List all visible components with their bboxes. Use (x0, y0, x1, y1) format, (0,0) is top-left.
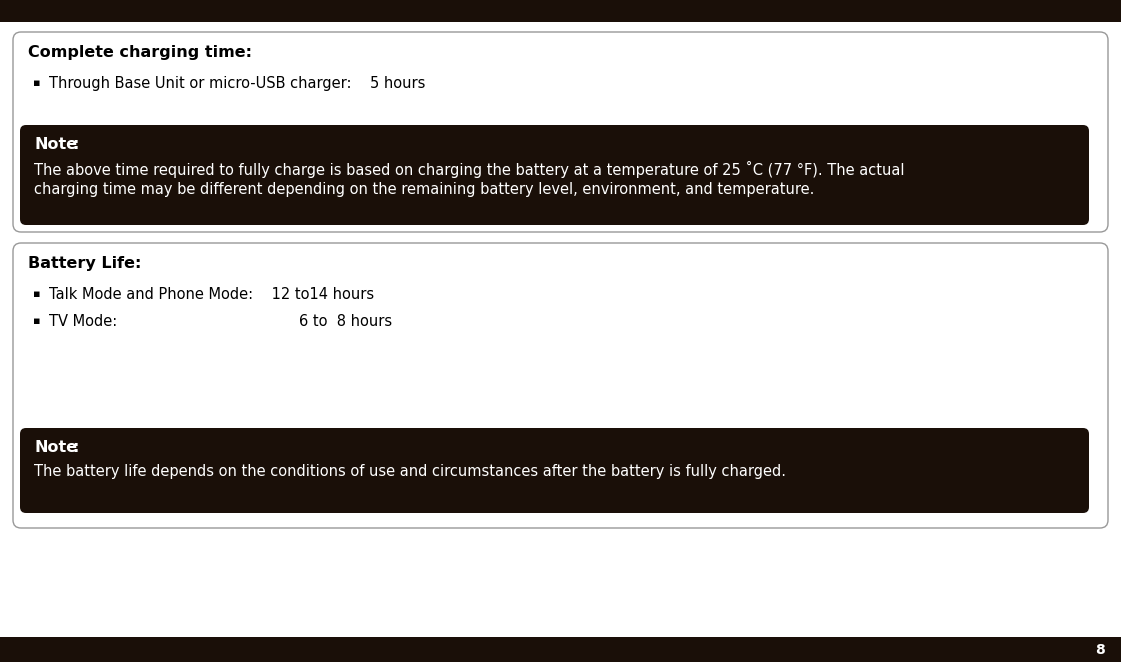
Text: Battery Life:: Battery Life: (28, 256, 141, 271)
Bar (0, 0, 1121, 22)
Text: ▪: ▪ (33, 316, 40, 326)
Text: ▪: ▪ (33, 78, 40, 88)
Text: Talk Mode and Phone Mode:    12 to14 hours: Talk Mode and Phone Mode: 12 to14 hours (49, 287, 374, 302)
Text: charging time may be different depending on the remaining battery level, environ: charging time may be different depending… (34, 182, 814, 197)
Bar (0, 637, 1121, 662)
Text: Complete charging time:: Complete charging time: (28, 45, 252, 60)
Text: :: : (72, 440, 78, 455)
Text: Note: Note (34, 440, 77, 455)
FancyBboxPatch shape (20, 125, 1088, 225)
Text: 8: 8 (1095, 643, 1105, 657)
Text: ▪: ▪ (33, 289, 40, 299)
Text: The above time required to fully charge is based on charging the battery at a te: The above time required to fully charge … (34, 161, 905, 178)
FancyBboxPatch shape (20, 428, 1088, 513)
FancyBboxPatch shape (13, 32, 1108, 232)
Text: TV Mode:: TV Mode: (49, 314, 118, 329)
Text: The battery life depends on the conditions of use and circumstances after the ba: The battery life depends on the conditio… (34, 464, 786, 479)
FancyBboxPatch shape (13, 243, 1108, 528)
Text: Note: Note (34, 137, 77, 152)
Text: 6 to  8 hours: 6 to 8 hours (299, 314, 392, 329)
Text: Through Base Unit or micro-USB charger:    5 hours: Through Base Unit or micro-USB charger: … (49, 76, 425, 91)
Text: :: : (72, 137, 78, 152)
